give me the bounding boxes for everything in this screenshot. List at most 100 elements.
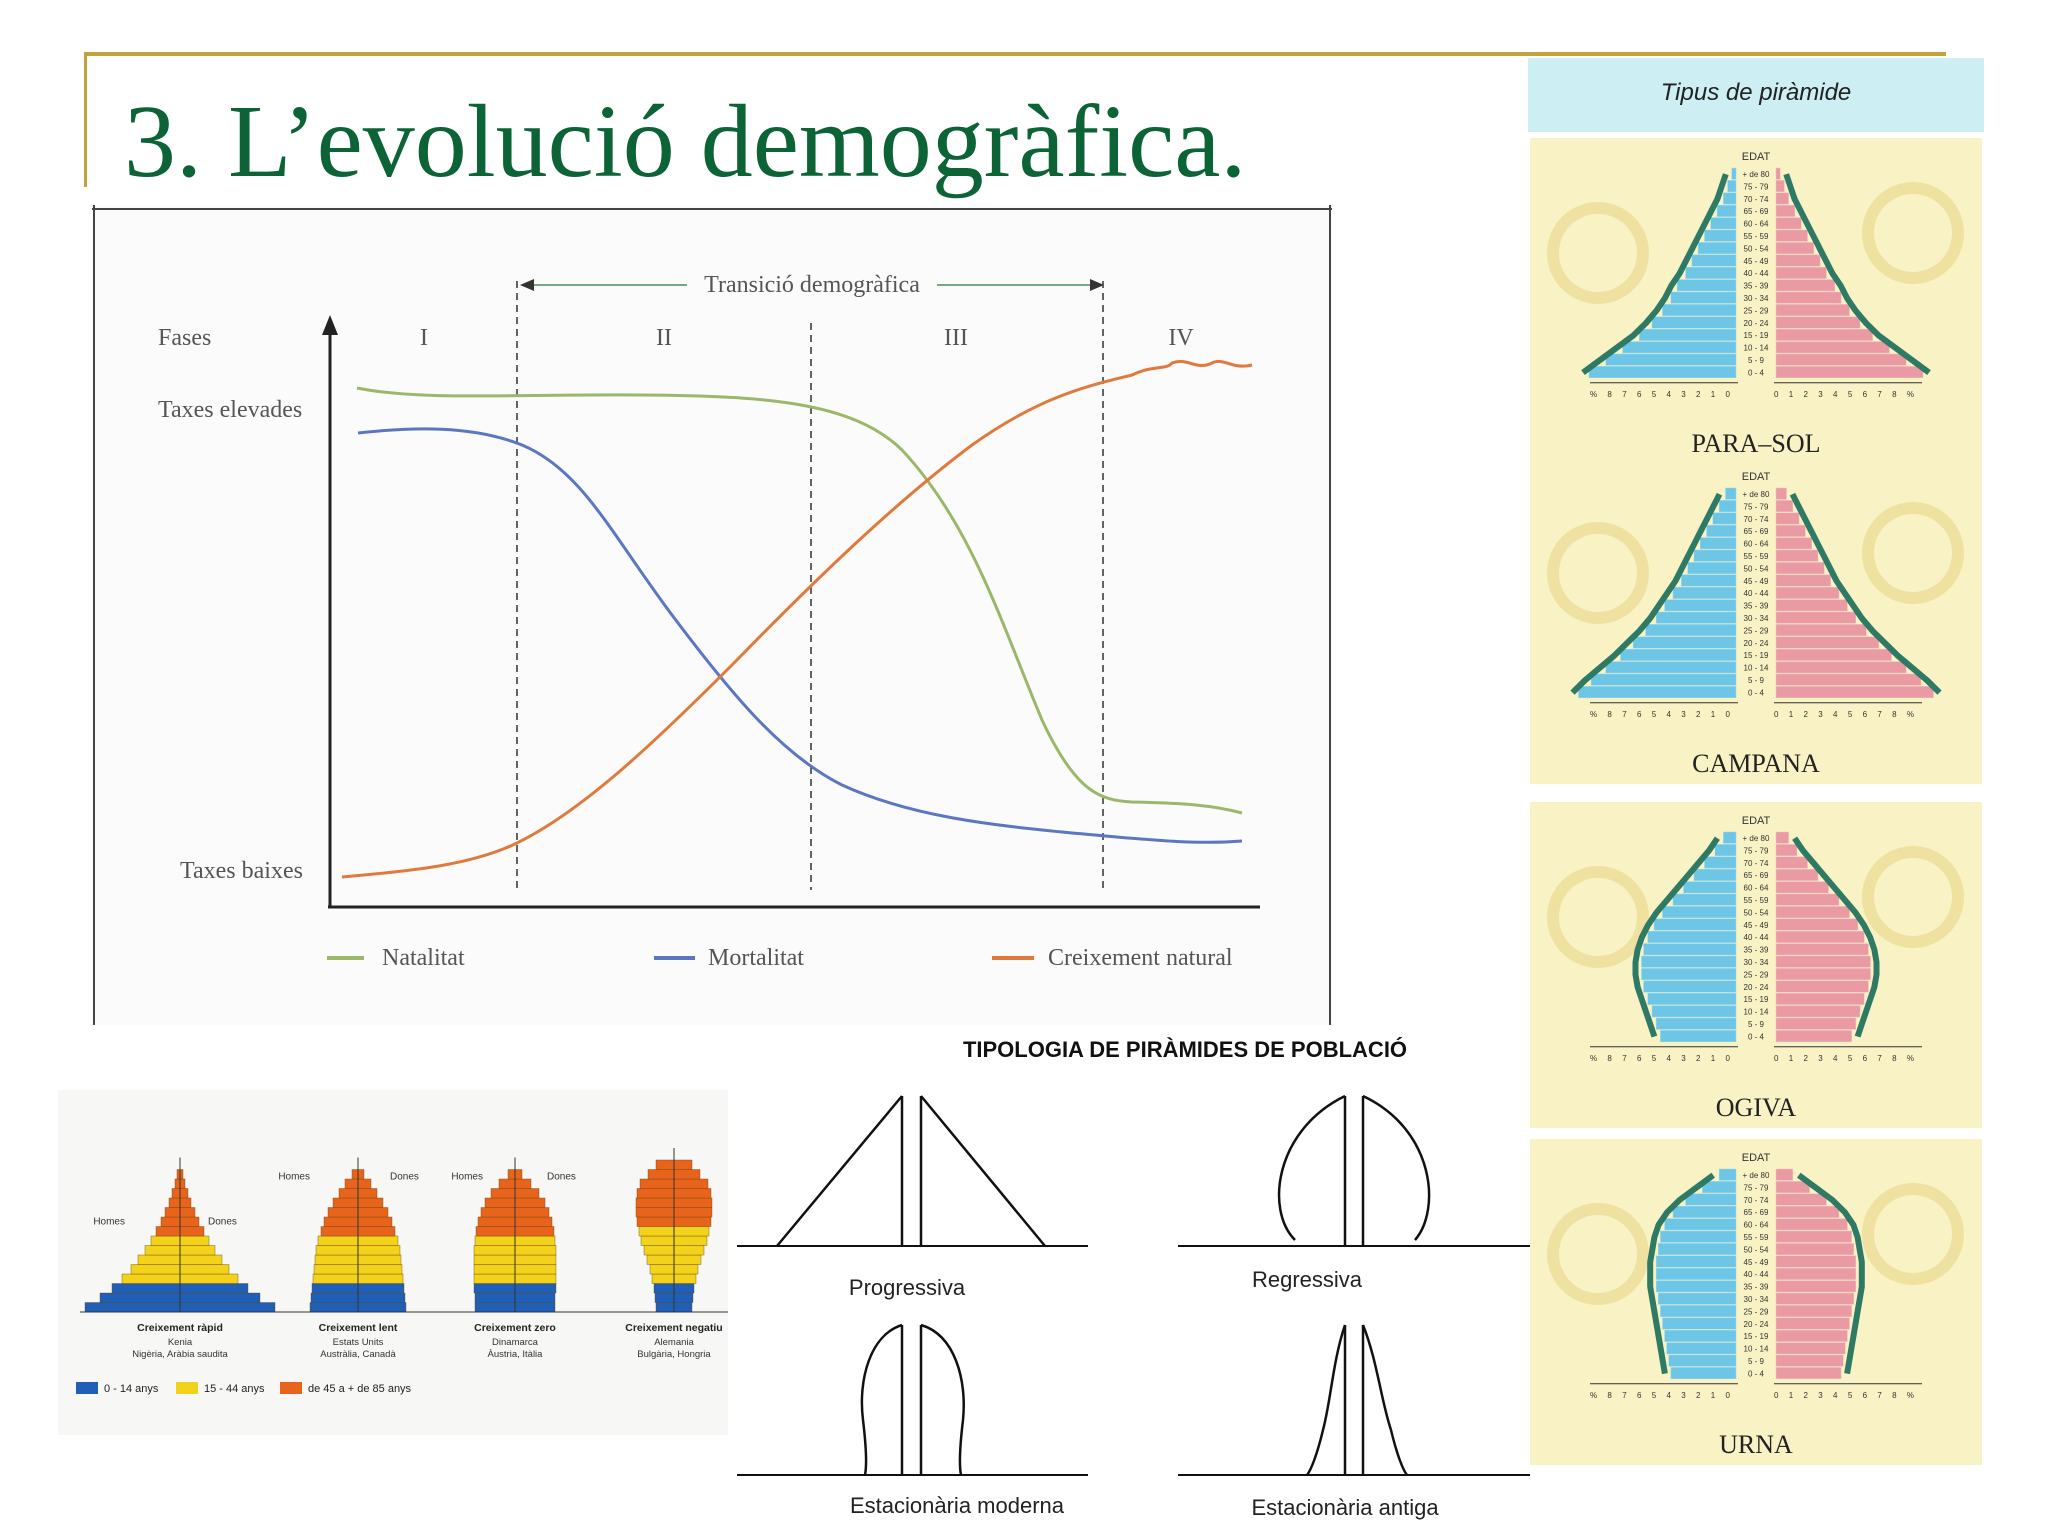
women-bar: [1775, 586, 1840, 599]
age-group-label: 35 - 39: [1744, 282, 1769, 291]
male-symbol-icon: [1547, 202, 1649, 304]
age-group-label: 25 - 29: [1744, 626, 1769, 635]
women-bar: [1775, 1005, 1861, 1018]
women-bar: [1775, 217, 1802, 230]
women-bar: [1775, 943, 1869, 956]
men-bar: [1578, 686, 1737, 699]
age-group-label: 30 - 34: [1744, 614, 1769, 623]
growth-type-example-1: Dinamarca: [492, 1337, 539, 1348]
women-bar: [1775, 831, 1789, 844]
women-bar: [1775, 204, 1796, 217]
mortalitat-curve: [357, 427, 1243, 844]
men-bar: [1588, 366, 1737, 379]
women-outline: [1792, 836, 1880, 1038]
age-group-label: 60 - 64: [1744, 540, 1769, 549]
men-bar: [1655, 1280, 1737, 1293]
typology-title: TIPOLOGIA DE PIRÀMIDES DE POBLACIÓ: [963, 1037, 1407, 1062]
men-bar: [1727, 180, 1737, 193]
phase-4-label: IV: [1168, 325, 1194, 351]
age-group-label: 40 - 44: [1744, 269, 1769, 278]
men-bar: [1716, 204, 1737, 217]
women-bar: [1775, 1367, 1842, 1380]
title-top-rule: [84, 52, 1946, 56]
pyramid-caption: URNA: [1719, 1430, 1793, 1459]
phase-1-label: I: [420, 325, 428, 351]
female-symbol-icon: [1862, 182, 1964, 284]
growth-legend-label-old: de 45 a + de 85 anys: [308, 1383, 412, 1395]
women-bar: [1775, 254, 1821, 267]
women-bar: [1775, 1218, 1848, 1231]
age-group-label: 75 - 79: [1744, 1183, 1769, 1192]
women-bar: [1775, 611, 1857, 624]
age-group-label: 50 - 54: [1744, 244, 1769, 253]
women-bar: [1775, 366, 1924, 379]
women-bar: [1775, 524, 1806, 537]
women-bar: [1775, 881, 1829, 894]
women-bar: [1775, 549, 1819, 562]
age-group-label: 40 - 44: [1744, 933, 1769, 942]
age-group-label: 10 - 14: [1744, 344, 1769, 353]
demographic-transition-chart: Transició demogràfica Fases I II III IV …: [92, 205, 1332, 1025]
age-group-label: 5 - 9: [1748, 1020, 1765, 1029]
growth-pyramid-3: Homes Dones Creixement zero DinamarcaÀustri…: [415, 1157, 615, 1360]
growth-pyramid-2: Homes Dones Creixement lent Estats UnitsAus…: [258, 1157, 458, 1360]
women-bar: [1775, 229, 1808, 242]
men-bar: [1704, 856, 1737, 869]
women-bar: [1775, 167, 1781, 180]
women-bar: [1775, 512, 1800, 525]
men-bar: [1685, 266, 1737, 279]
age-group-label: 25 - 29: [1744, 1307, 1769, 1316]
phase-3-label: III: [944, 325, 968, 351]
men-bar: [1723, 192, 1737, 205]
age-group-label: 35 - 39: [1744, 1283, 1769, 1292]
women-bar: [1775, 856, 1808, 869]
men-bar: [1632, 636, 1737, 649]
natalitat-curve: [356, 386, 1243, 815]
growth-types-panel: Homes Dones Creixement ràpid KeniaNigèria, …: [58, 1090, 728, 1435]
men-bar: [1662, 304, 1737, 317]
creixement-natural-curve: [341, 359, 1253, 879]
age-group-label: 30 - 34: [1744, 958, 1769, 967]
age-group-label: 75 - 79: [1744, 846, 1769, 855]
age-group-label: 65 - 69: [1744, 527, 1769, 536]
women-bar: [1775, 353, 1907, 366]
panel-header-bg: [1528, 58, 1984, 132]
men-bar: [1647, 930, 1737, 943]
men-bar: [1687, 562, 1737, 575]
men-bar: [1620, 648, 1737, 661]
pct-scale-left: % 8 7 6 5 4 3 2 1 0: [1590, 1391, 1731, 1400]
growth-type-title: Creixement negatiu: [625, 1322, 722, 1334]
age-group-label: 20 - 24: [1744, 983, 1769, 992]
women-bar: [1775, 500, 1794, 513]
legend-mortalitat-label: Mortalitat: [708, 945, 804, 971]
pyramids-group: EDAT + de 80 75 - 79 70 - 74 65 - 69 60 - 64 5…: [1530, 138, 1982, 1465]
women-bar: [1775, 1267, 1857, 1280]
men-bar: [1658, 1243, 1737, 1256]
growth-legend-swatch-young: [76, 1382, 98, 1394]
growth-women-label: Dones: [208, 1217, 237, 1228]
shape-estacionaria-moderna: [737, 1323, 1088, 1476]
age-group-label: 40 - 44: [1744, 1270, 1769, 1279]
men-bar: [1704, 229, 1737, 242]
shape-label-estacionaria-moderna: Estacionària moderna: [850, 1493, 1065, 1518]
shape-estacionaria-antiga: [1178, 1324, 1530, 1476]
growth-type-title: Creixement lent: [319, 1322, 398, 1334]
y-low-label: Taxes baixes: [180, 858, 303, 884]
growth-type-title: Creixement zero: [474, 1322, 556, 1334]
men-bar: [1702, 1181, 1737, 1194]
shape-label-regressiva: Regressiva: [1252, 1267, 1363, 1292]
men-bar: [1641, 968, 1737, 981]
men-bar: [1718, 500, 1737, 513]
women-bar: [1775, 686, 1934, 699]
women-bar: [1775, 242, 1815, 255]
male-symbol-icon: [1547, 866, 1649, 968]
women-bar: [1775, 1230, 1852, 1243]
age-group-label: 0 - 4: [1748, 1032, 1765, 1041]
age-group-label: 25 - 29: [1744, 970, 1769, 979]
men-bar: [1725, 487, 1737, 500]
women-bar: [1775, 328, 1873, 341]
age-group-label: 15 - 19: [1744, 651, 1769, 660]
age-group-label: 70 - 74: [1744, 859, 1769, 868]
age-group-label: + de 80: [1743, 490, 1770, 499]
age-axis-label: EDAT: [1742, 1152, 1771, 1164]
